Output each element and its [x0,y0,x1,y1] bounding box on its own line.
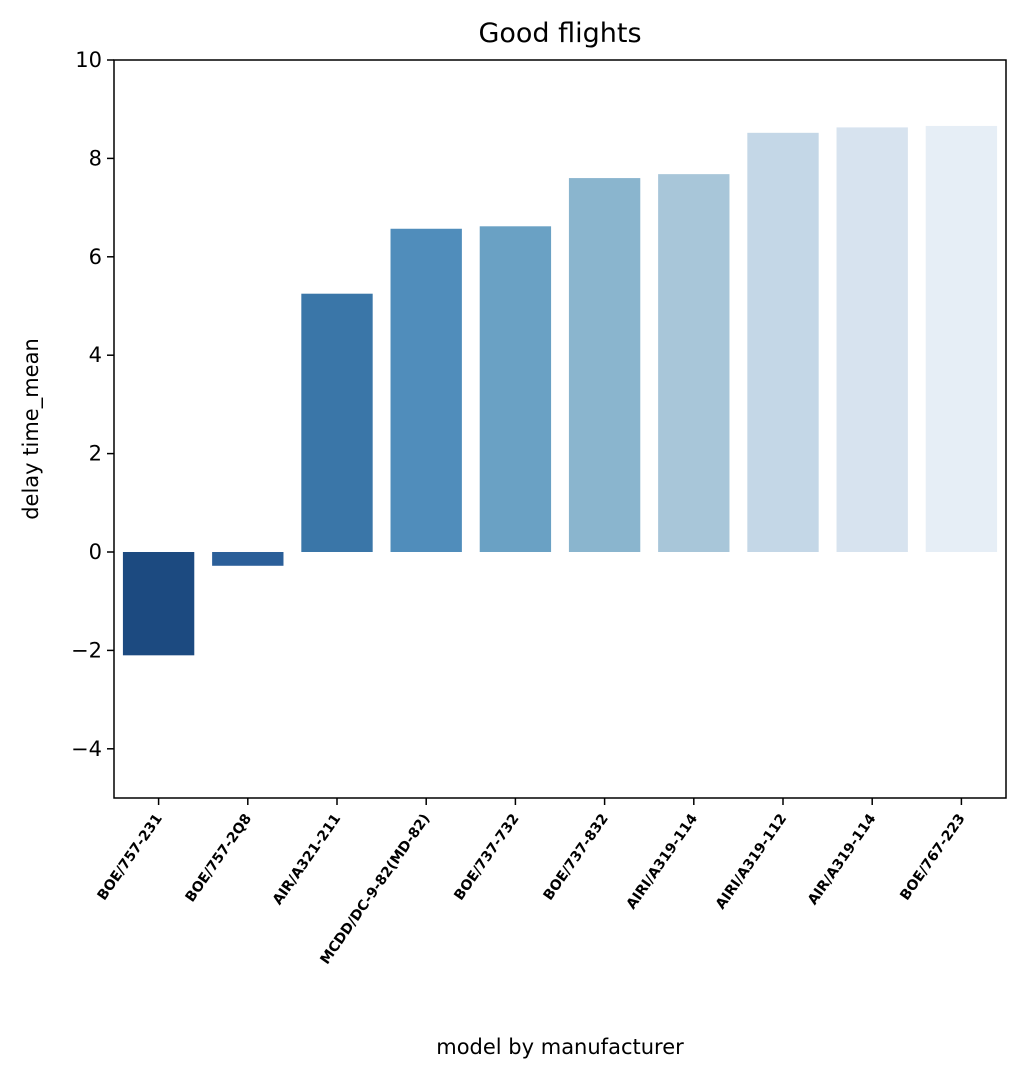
chart-title: Good flights [478,18,641,49]
y-tick-label: −4 [71,737,102,761]
plot-area: −4 −2 0 2 4 6 8 10 BOE/757-231 BOE/757-2Q8 AIR/A32… [71,48,998,967]
x-tick-label: AIRI/A319-112 [713,811,790,912]
x-axis-label: model by manufacturer [436,1035,684,1059]
bar-7 [747,132,819,553]
x-tick-label: AIR/A321-211 [270,811,344,908]
x-tick-label: BOE/757-2Q8 [183,811,256,905]
bar-9 [925,125,998,552]
bar-3 [390,228,462,553]
x-tick-label: BOE/757-231 [95,811,166,903]
x-tick-label: BOE/737-732 [451,811,522,903]
bar-1 [212,552,284,566]
y-tick-label: 6 [89,245,102,269]
y-tick-label: 0 [89,540,102,564]
x-tick-label: AIRI/A319-114 [624,811,702,912]
y-tick-label: 8 [89,146,102,170]
bar-4 [479,226,552,552]
y-tick-label: 10 [75,48,102,72]
x-tick-label: BOE/767-223 [897,811,968,903]
y-tick-label: −2 [71,638,102,662]
bar-0 [122,552,195,656]
bar-5 [568,178,641,552]
bar-8 [836,127,908,553]
y-tick-label: 4 [89,343,102,367]
x-tick-label: MCDD/DC-9-82(MD-82) [317,811,433,967]
plot-frame [113,59,1007,799]
bar-6 [658,174,730,553]
y-tick-label: 2 [89,442,102,466]
x-tick-label: BOE/737-832 [541,811,612,903]
bar-2 [301,293,373,552]
y-axis-label: delay time_mean [19,338,44,520]
x-tick-label: AIR/A319-114 [805,811,880,908]
